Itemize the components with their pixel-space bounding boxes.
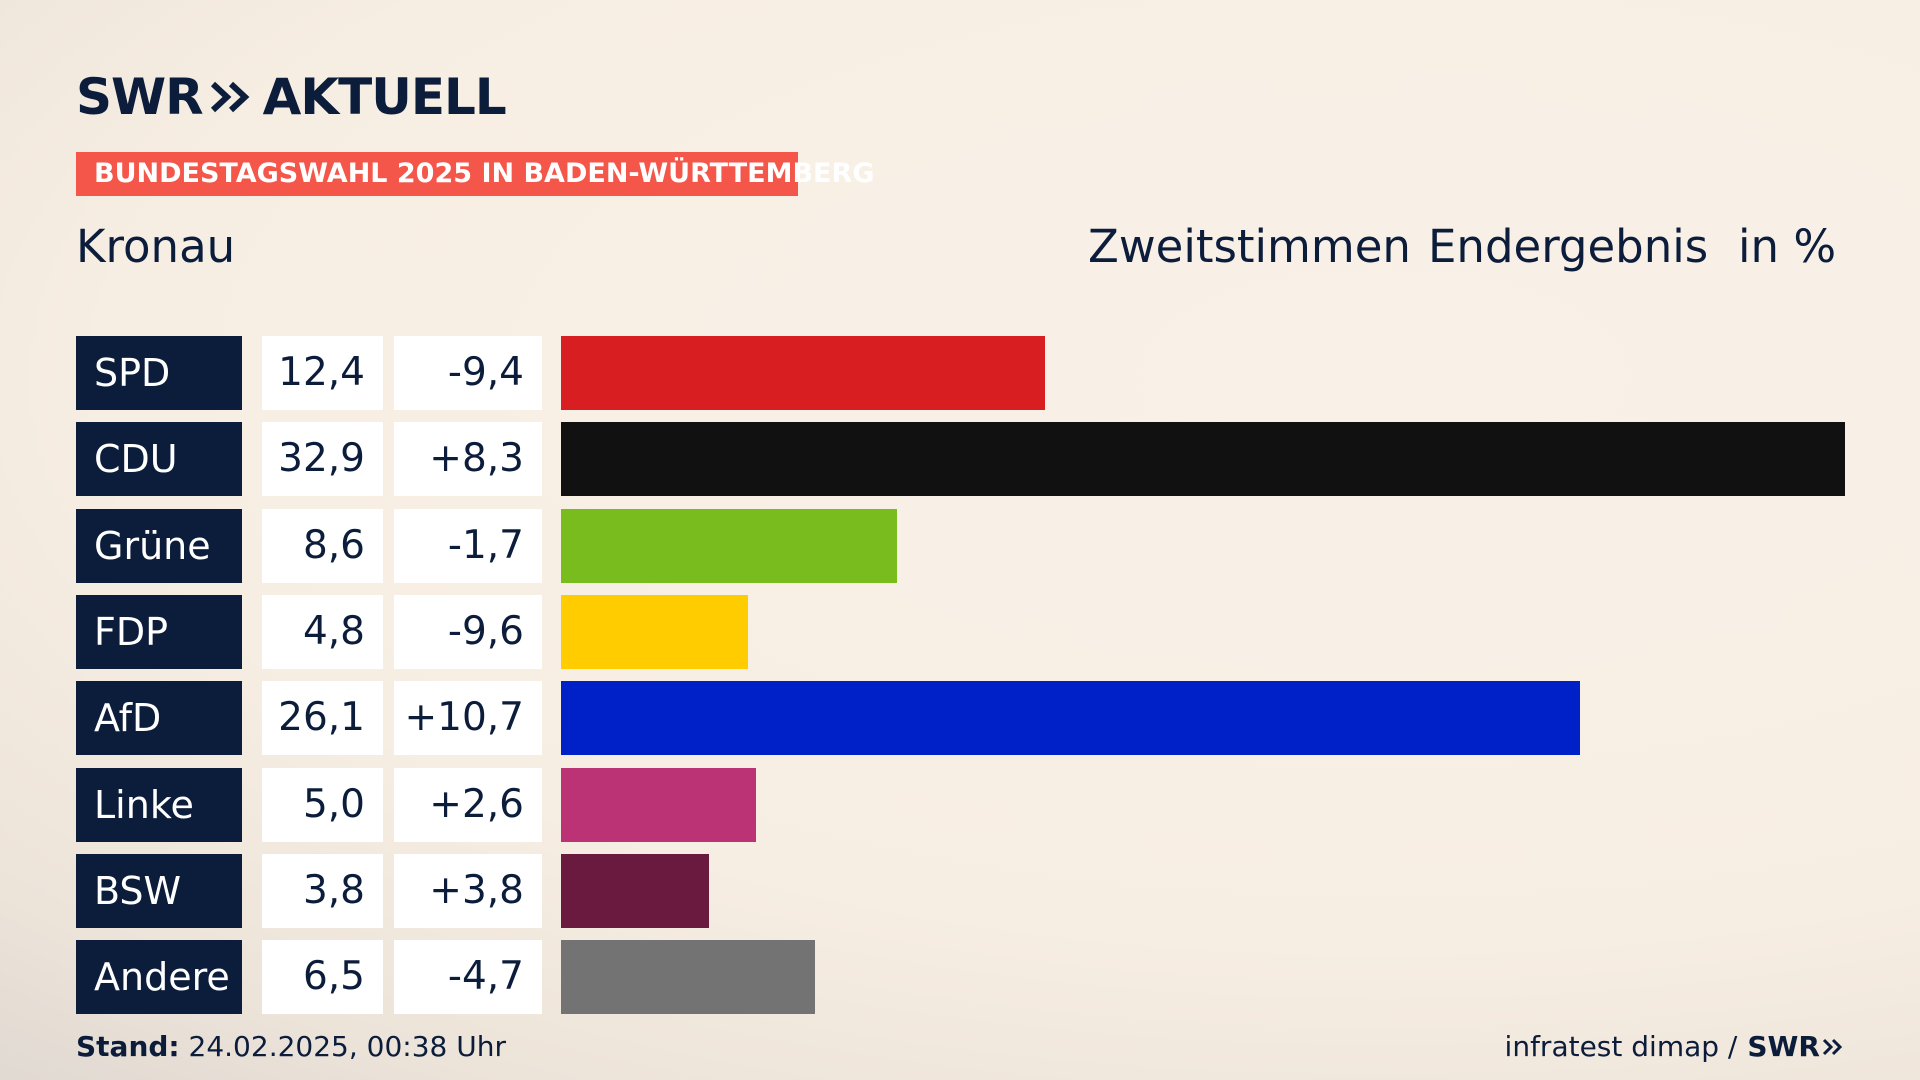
result-bar (561, 595, 748, 669)
vote-share-value: 32,9 (262, 422, 383, 496)
result-row: Andere 6,5 -4,7 (0, 940, 1920, 1014)
vote-share-value: 4,8 (262, 595, 383, 669)
timestamp: Stand: 24.02.2025, 00:38 Uhr (76, 1030, 506, 1063)
logo-swr-text: SWR (76, 68, 204, 126)
party-label: Grüne (76, 509, 242, 583)
change-value: -9,4 (394, 336, 542, 410)
result-row: CDU 32,9 +8,3 (0, 422, 1920, 496)
swr-small-logo: SWR (1747, 1030, 1844, 1063)
region-title: Kronau (76, 220, 236, 273)
stand-value: 24.02.2025, 00:38 Uhr (188, 1030, 506, 1063)
small-double-chevron-icon (1822, 1038, 1843, 1055)
source-credit: infratest dimap / SWR (1505, 1030, 1844, 1063)
change-value: +8,3 (394, 422, 542, 496)
change-value: -1,7 (394, 509, 542, 583)
swr-aktuell-logo: SWR AKTUELL (76, 68, 507, 126)
party-label: FDP (76, 595, 242, 669)
result-row: Grüne 8,6 -1,7 (0, 509, 1920, 583)
party-label: Andere (76, 940, 242, 1014)
result-bar (561, 509, 897, 583)
result-bar (561, 336, 1045, 410)
result-bar (561, 768, 756, 842)
vote-share-value: 6,5 (262, 940, 383, 1014)
vote-type-header: Zweitstimmen (1088, 220, 1411, 273)
vote-share-value: 8,6 (262, 509, 383, 583)
double-chevron-icon (210, 81, 250, 113)
vote-share-value: 26,1 (262, 681, 383, 755)
result-row: AfD 26,1 +10,7 (0, 681, 1920, 755)
unit-header: in % (1738, 220, 1837, 273)
result-bar (561, 681, 1580, 755)
change-value: +3,8 (394, 854, 542, 928)
result-type-header: Endergebnis (1428, 220, 1709, 273)
party-label: CDU (76, 422, 242, 496)
party-label: BSW (76, 854, 242, 928)
vote-share-value: 5,0 (262, 768, 383, 842)
stand-label: Stand: (76, 1030, 180, 1063)
result-row: FDP 4,8 -9,6 (0, 595, 1920, 669)
vote-share-value: 3,8 (262, 854, 383, 928)
result-bar (561, 854, 709, 928)
party-label: AfD (76, 681, 242, 755)
election-banner: BUNDESTAGSWAHL 2025 IN BADEN-WÜRTTEMBERG (76, 152, 874, 196)
logo-aktuell-text: AKTUELL (262, 68, 507, 126)
party-label: Linke (76, 768, 242, 842)
result-row: Linke 5,0 +2,6 (0, 768, 1920, 842)
change-value: -4,7 (394, 940, 542, 1014)
source-logo-text: SWR (1747, 1030, 1820, 1063)
vote-share-value: 12,4 (262, 336, 383, 410)
change-value: +10,7 (394, 681, 542, 755)
party-label: SPD (76, 336, 242, 410)
change-value: -9,6 (394, 595, 542, 669)
change-value: +2,6 (394, 768, 542, 842)
result-row: SPD 12,4 -9,4 (0, 336, 1920, 410)
result-bar (561, 422, 1845, 496)
result-bar (561, 940, 815, 1014)
result-row: BSW 3,8 +3,8 (0, 854, 1920, 928)
source-text: infratest dimap / (1504, 1030, 1738, 1063)
